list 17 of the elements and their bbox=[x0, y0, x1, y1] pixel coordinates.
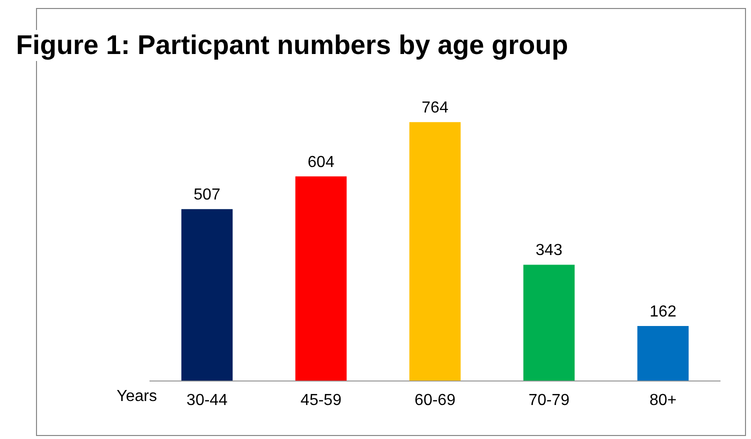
x-axis-title: Years bbox=[116, 388, 157, 406]
data-label: 343 bbox=[536, 242, 562, 260]
data-label: 162 bbox=[650, 303, 676, 320]
bar bbox=[637, 326, 689, 381]
chart-title: Figure 1: Particpant numbers by age group bbox=[10, 30, 574, 61]
bar bbox=[181, 209, 233, 381]
bar bbox=[295, 176, 347, 381]
x-tick-label: 30-44 bbox=[186, 392, 228, 409]
x-tick-label: 80+ bbox=[649, 392, 677, 409]
data-label: 764 bbox=[422, 100, 448, 117]
data-label: 507 bbox=[194, 186, 220, 204]
x-tick-label: 70-79 bbox=[528, 392, 570, 409]
bar bbox=[409, 122, 461, 381]
bar bbox=[523, 264, 575, 381]
data-label: 604 bbox=[308, 154, 334, 171]
x-tick-label: 45-59 bbox=[300, 392, 342, 409]
x-tick-label: 60-69 bbox=[414, 392, 456, 409]
